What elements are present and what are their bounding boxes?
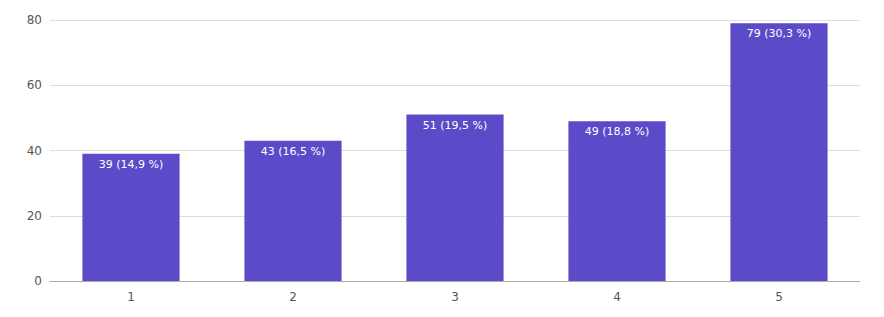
svg-text:79 (30,3 %): 79 (30,3 %): [747, 27, 812, 40]
svg-text:49 (18,8 %): 49 (18,8 %): [585, 125, 650, 138]
svg-text:51 (19,5 %): 51 (19,5 %): [423, 119, 488, 132]
svg-text:4: 4: [613, 290, 621, 304]
svg-text:2: 2: [289, 290, 297, 304]
svg-text:60: 60: [27, 78, 42, 92]
svg-text:40: 40: [27, 144, 42, 158]
svg-text:39 (14,9 %): 39 (14,9 %): [99, 158, 164, 171]
svg-text:3: 3: [451, 290, 459, 304]
svg-text:0: 0: [34, 274, 42, 288]
svg-text:5: 5: [775, 290, 783, 304]
svg-text:80: 80: [27, 13, 42, 27]
svg-text:1: 1: [127, 290, 135, 304]
svg-text:43 (16,5 %): 43 (16,5 %): [261, 145, 326, 158]
svg-text:20: 20: [27, 209, 42, 223]
